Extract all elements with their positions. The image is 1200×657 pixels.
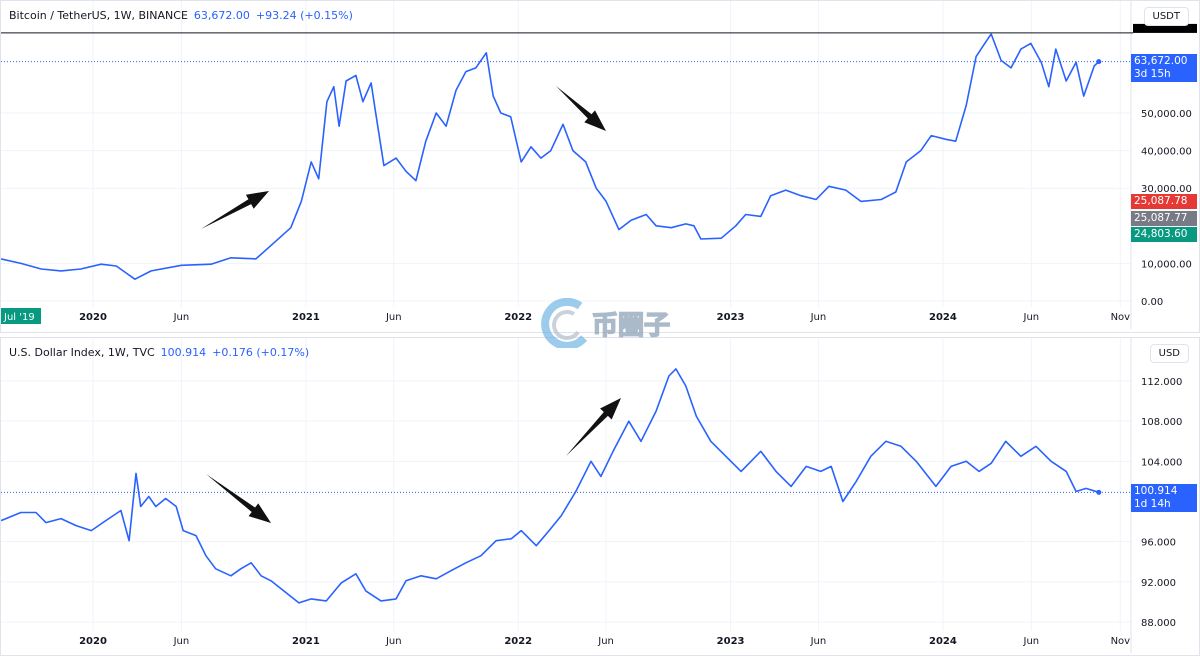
x-tick-label: Jun bbox=[173, 312, 190, 323]
y-tick-label: 50,000.00 bbox=[1141, 109, 1192, 120]
symbol-title: U.S. Dollar Index, 1W, TVC bbox=[9, 346, 155, 359]
dxy-chart[interactable]: 88.000 92.000 96.000 104.000 108.000 112.000 2… bbox=[1, 338, 1200, 657]
annotation-arrow-icon bbox=[566, 398, 621, 456]
x-tick-label: Jun bbox=[1023, 636, 1040, 647]
x-tick-label: Jun bbox=[597, 636, 614, 647]
annotation-arrow-icon bbox=[206, 474, 271, 523]
x-tick-label: Jun bbox=[385, 312, 402, 323]
watermark-text: 币圈子 bbox=[591, 310, 671, 342]
price-label: 25,087.77 bbox=[1131, 210, 1197, 226]
symbol-title: Bitcoin / TetherUS, 1W, BINANCE bbox=[9, 9, 188, 22]
y-tick-label: 112.000 bbox=[1141, 377, 1182, 388]
x-tick-label: Jun bbox=[810, 636, 827, 647]
bitcoin-chart-pane[interactable]: 0.00 10,000.00 30,000.00 40,000.00 50,000.00… bbox=[0, 0, 1200, 333]
bitcoin-legend: Bitcoin / TetherUS, 1W, BINANCE 63,672.00… bbox=[9, 9, 353, 22]
crosshair-date-label-bg bbox=[1, 308, 41, 324]
x-tick-label: 2024 bbox=[929, 636, 957, 647]
y-tick-label: 10,000.00 bbox=[1141, 259, 1192, 270]
x-tick-label: Nov bbox=[1111, 312, 1131, 323]
price-label-value: 25,087.77 bbox=[1134, 211, 1188, 224]
dxy-chart-pane[interactable]: 88.000 92.000 96.000 104.000 108.000 112.000 2… bbox=[0, 337, 1200, 656]
price-series-line bbox=[1, 33, 1100, 281]
x-tick-label: Jun bbox=[810, 312, 827, 323]
bitcoin-chart[interactable]: 0.00 10,000.00 30,000.00 40,000.00 50,000.00… bbox=[1, 1, 1200, 334]
y-tick-label: 104.000 bbox=[1141, 457, 1182, 468]
annotation-arrow-icon bbox=[556, 86, 606, 131]
watermark-logo: 币圈子 bbox=[540, 298, 671, 348]
countdown: 3d 15h bbox=[1134, 67, 1171, 80]
x-tick-label: Jun bbox=[1023, 312, 1040, 323]
price-label: 63,672.00 3d 15h bbox=[1131, 53, 1197, 82]
y-tick-label: 40,000.00 bbox=[1141, 147, 1192, 158]
price-label: 24,803.60 bbox=[1131, 227, 1197, 243]
price-change: +0.176 (+0.17%) bbox=[212, 346, 310, 359]
x-tick-label: 2023 bbox=[717, 312, 745, 323]
currency-unit-button[interactable]: USDT bbox=[1143, 7, 1189, 26]
x-tick-label: 2021 bbox=[292, 636, 320, 647]
annotation-arrow-icon bbox=[201, 191, 269, 229]
y-tick-label: 0.00 bbox=[1141, 297, 1163, 308]
x-tick-label: 2022 bbox=[504, 636, 532, 647]
high-price-label bbox=[1133, 23, 1197, 33]
last-price: 100.914 bbox=[160, 346, 207, 359]
price-series-line bbox=[1, 368, 1100, 604]
x-tick-label: 2021 bbox=[292, 312, 320, 323]
price-label: 100.914 1d 14h bbox=[1131, 484, 1197, 513]
last-price-dot bbox=[1096, 59, 1102, 65]
x-tick-label: Jul '19 bbox=[3, 312, 35, 323]
countdown: 1d 14h bbox=[1134, 498, 1171, 511]
dxy-legend: U.S. Dollar Index, 1W, TVC 100.914 +0.176 … bbox=[9, 346, 309, 359]
currency-unit-button[interactable]: USD bbox=[1149, 344, 1189, 363]
logo-c-icon bbox=[541, 298, 588, 348]
x-tick-label: Jun bbox=[173, 636, 190, 647]
x-tick-label: 2020 bbox=[79, 312, 107, 323]
last-price: 63,672.00 bbox=[193, 9, 250, 22]
x-tick-label: 2020 bbox=[79, 636, 107, 647]
price-change: +93.24 (+0.15%) bbox=[255, 9, 353, 22]
price-label-value: 100.914 bbox=[1134, 485, 1178, 498]
price-label-value: 63,672.00 bbox=[1134, 54, 1188, 67]
x-tick-label: Jun bbox=[385, 636, 402, 647]
last-price-dot bbox=[1096, 489, 1102, 495]
x-tick-label: 2023 bbox=[717, 636, 745, 647]
x-tick-label: 2022 bbox=[504, 312, 532, 323]
y-tick-label: 96.000 bbox=[1141, 538, 1176, 549]
y-tick-label: 92.000 bbox=[1141, 578, 1176, 589]
price-label-value: 25,087.78 bbox=[1134, 195, 1188, 208]
price-label-value: 24,803.60 bbox=[1134, 228, 1188, 241]
y-tick-label: 30,000.00 bbox=[1141, 184, 1192, 195]
x-tick-label: Nov bbox=[1111, 636, 1131, 647]
x-tick-label: 2024 bbox=[929, 312, 957, 323]
y-tick-label: 108.000 bbox=[1141, 417, 1182, 428]
price-label: 25,087.78 bbox=[1131, 194, 1197, 210]
y-tick-label: 88.000 bbox=[1141, 618, 1176, 629]
